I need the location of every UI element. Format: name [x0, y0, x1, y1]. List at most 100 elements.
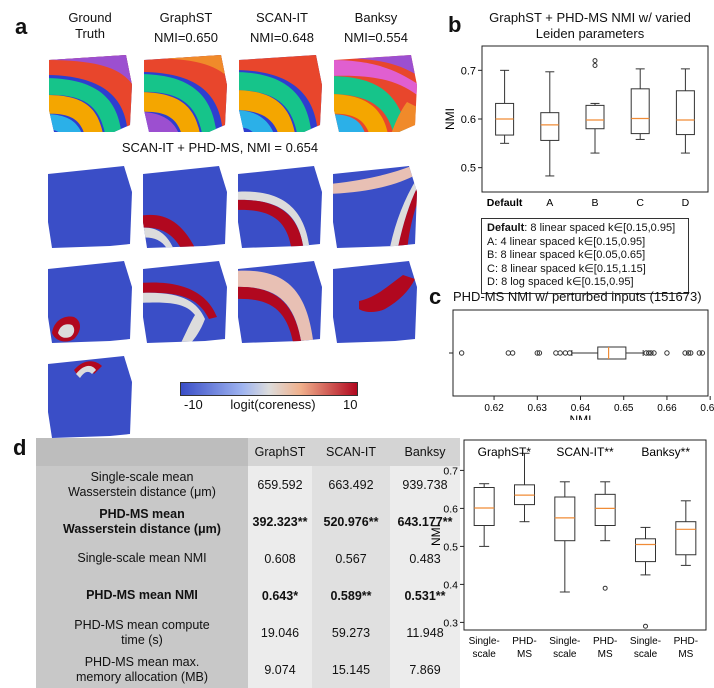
box	[675, 90, 695, 136]
outlier-point	[664, 350, 670, 356]
table-cell: 0.483	[390, 540, 460, 577]
table-cell: 0.589**	[312, 577, 390, 614]
table-row: PHD-MS mean NMI 0.643* 0.589** 0.531**	[36, 577, 460, 614]
row-label: PHD-MS mean NMI	[36, 577, 248, 614]
method-title-banksy: Banksy	[354, 10, 398, 25]
panel-label-c: c	[429, 284, 442, 309]
method-nmi-banksy: NMI=0.554	[344, 30, 408, 45]
table-row: PHD-MS mean compute time (s) 19.046 59.2…	[36, 614, 460, 651]
x-tick-label: A	[546, 197, 553, 209]
outlier-point	[592, 62, 598, 68]
coreness-map-r2c4	[333, 166, 417, 248]
y-tick-label: 0.7	[461, 65, 476, 77]
coreness-map-r3c1	[48, 261, 132, 343]
outlier-point	[592, 58, 598, 64]
table-row: Single-scale mean NMI 0.608 0.567 0.483	[36, 540, 460, 577]
y-tick-label: 0.3	[443, 617, 458, 629]
x-tick-label: scale	[553, 649, 577, 660]
group-label: SCAN-IT**	[556, 445, 614, 459]
x-tick-label: MS	[678, 649, 693, 660]
outlier-point	[646, 350, 652, 356]
y-axis-label: NMI	[443, 108, 457, 130]
x-tick-label: 0.62	[484, 403, 504, 414]
x-tick-label: PHD-	[593, 636, 617, 647]
coreness-map-r2c2	[143, 166, 227, 248]
box	[675, 521, 697, 556]
table-corner	[36, 438, 248, 466]
x-tick-label: C	[636, 197, 644, 209]
legend-entry: A: 4 linear spaced k∈[0.15,0.95]	[487, 235, 646, 248]
panel-label-d: d	[13, 435, 27, 460]
x-tick-label: 0.67	[700, 403, 714, 414]
x-tick-label: 0.66	[657, 403, 677, 414]
y-tick-label: 0.4	[443, 579, 458, 591]
method-title-graphst: GraphST	[159, 10, 213, 25]
box	[473, 487, 495, 526]
table-row: PHD-MS mean max. memory allocation (MB) …	[36, 651, 460, 688]
x-tick-label: scale	[472, 649, 496, 660]
group-label: Banksy**	[641, 445, 690, 459]
row-label: PHD-MS mean compute time (s)	[36, 614, 248, 651]
chart-e-frame	[463, 439, 707, 631]
table-cell: 15.145	[312, 651, 390, 688]
table-header: SCAN-IT	[312, 438, 390, 466]
outlier-point	[699, 350, 706, 356]
outlier-point	[553, 350, 559, 356]
method-nmi-graphst: NMI=0.650	[154, 30, 218, 45]
coreness-map-r4c1	[48, 356, 132, 438]
x-tick-label: MS	[598, 649, 613, 660]
table-cell: 0.531**	[390, 577, 460, 614]
legend-entry: D: 8 log spaced k∈[0.15,0.95]	[487, 276, 634, 288]
x-axis-label: NMI	[570, 413, 592, 420]
outlier-point	[685, 350, 692, 356]
coreness-map-r3c3	[238, 261, 322, 343]
box	[585, 104, 605, 130]
x-tick-label: B	[591, 197, 598, 209]
y-tick-label: 0.6	[461, 114, 476, 126]
table-row: Single-scale mean Wasserstein distance (…	[36, 466, 460, 503]
x-tick-label: 0.64	[571, 403, 591, 414]
box	[540, 112, 560, 141]
chart-b-title: GraphST + PHD-MS NMI w/ varied Leiden pa…	[489, 10, 691, 41]
y-tick-label: 0.7	[443, 465, 458, 477]
outlier-point	[557, 350, 563, 356]
x-tick-label: PHD-	[512, 636, 536, 647]
y-tick-label: 0.5	[443, 541, 458, 553]
coreness-map-r2c1	[48, 166, 132, 248]
results-table: GraphST SCAN-IT Banksy Single-scale mean…	[36, 438, 460, 688]
x-tick-label: 0.63	[528, 403, 548, 414]
cluster-map-ground-truth	[49, 55, 132, 132]
chart-b-nmi-boxplot: 0.5 0.6 0.7 NMI Default A B C D	[443, 45, 709, 209]
table-cell: 663.492	[312, 466, 390, 503]
x-tick-label: Single-	[469, 636, 500, 647]
cluster-map-banksy	[334, 55, 417, 132]
row-label: PHD-MS mean max. memory allocation (MB)	[36, 651, 248, 688]
x-tick-label: D	[682, 197, 690, 209]
row-label: Single-scale mean NMI	[36, 540, 248, 577]
x-tick-label: Single-	[549, 636, 580, 647]
outlier-point	[602, 585, 608, 591]
chart-e-nmi-boxplot: 0.3 0.4 0.5 0.6 0.7 NMI Single-scale PHD- MS Sing…	[430, 439, 707, 660]
table-cell: 0.567	[312, 540, 390, 577]
outlier-point	[509, 350, 516, 356]
table-cell: 939.738	[390, 466, 460, 503]
panel-label-b: b	[448, 12, 462, 37]
colorbar-title: logit(coreness)	[230, 397, 316, 412]
chart-c-nmi-boxplot: 0.62 0.63 0.64 0.65 0.66 0.67 NMI	[449, 309, 714, 420]
table-cell: 392.323**	[248, 503, 312, 540]
x-tick-label: MS	[517, 649, 532, 660]
table-cell: 0.608	[248, 540, 312, 577]
results-table-wrap: GraphST SCAN-IT Banksy Single-scale mean…	[36, 438, 460, 688]
row-label: Single-scale mean Wasserstein distance (…	[36, 466, 248, 503]
y-tick-label: 0.5	[461, 163, 476, 175]
outlier-point	[562, 350, 569, 356]
chart-b-legend: Default: 8 linear spaced k∈[0.15,0.95] A…	[481, 218, 689, 294]
group-label: GraphST*	[478, 445, 532, 459]
outlier-point	[696, 350, 703, 356]
x-tick-label: Default	[487, 197, 523, 209]
method-nmi-scanit: NMI=0.648	[250, 30, 314, 45]
table-cell: 643.177**	[390, 503, 460, 540]
box	[597, 346, 627, 360]
outlier-point	[536, 350, 543, 356]
coreness-map-r3c4	[333, 261, 417, 343]
